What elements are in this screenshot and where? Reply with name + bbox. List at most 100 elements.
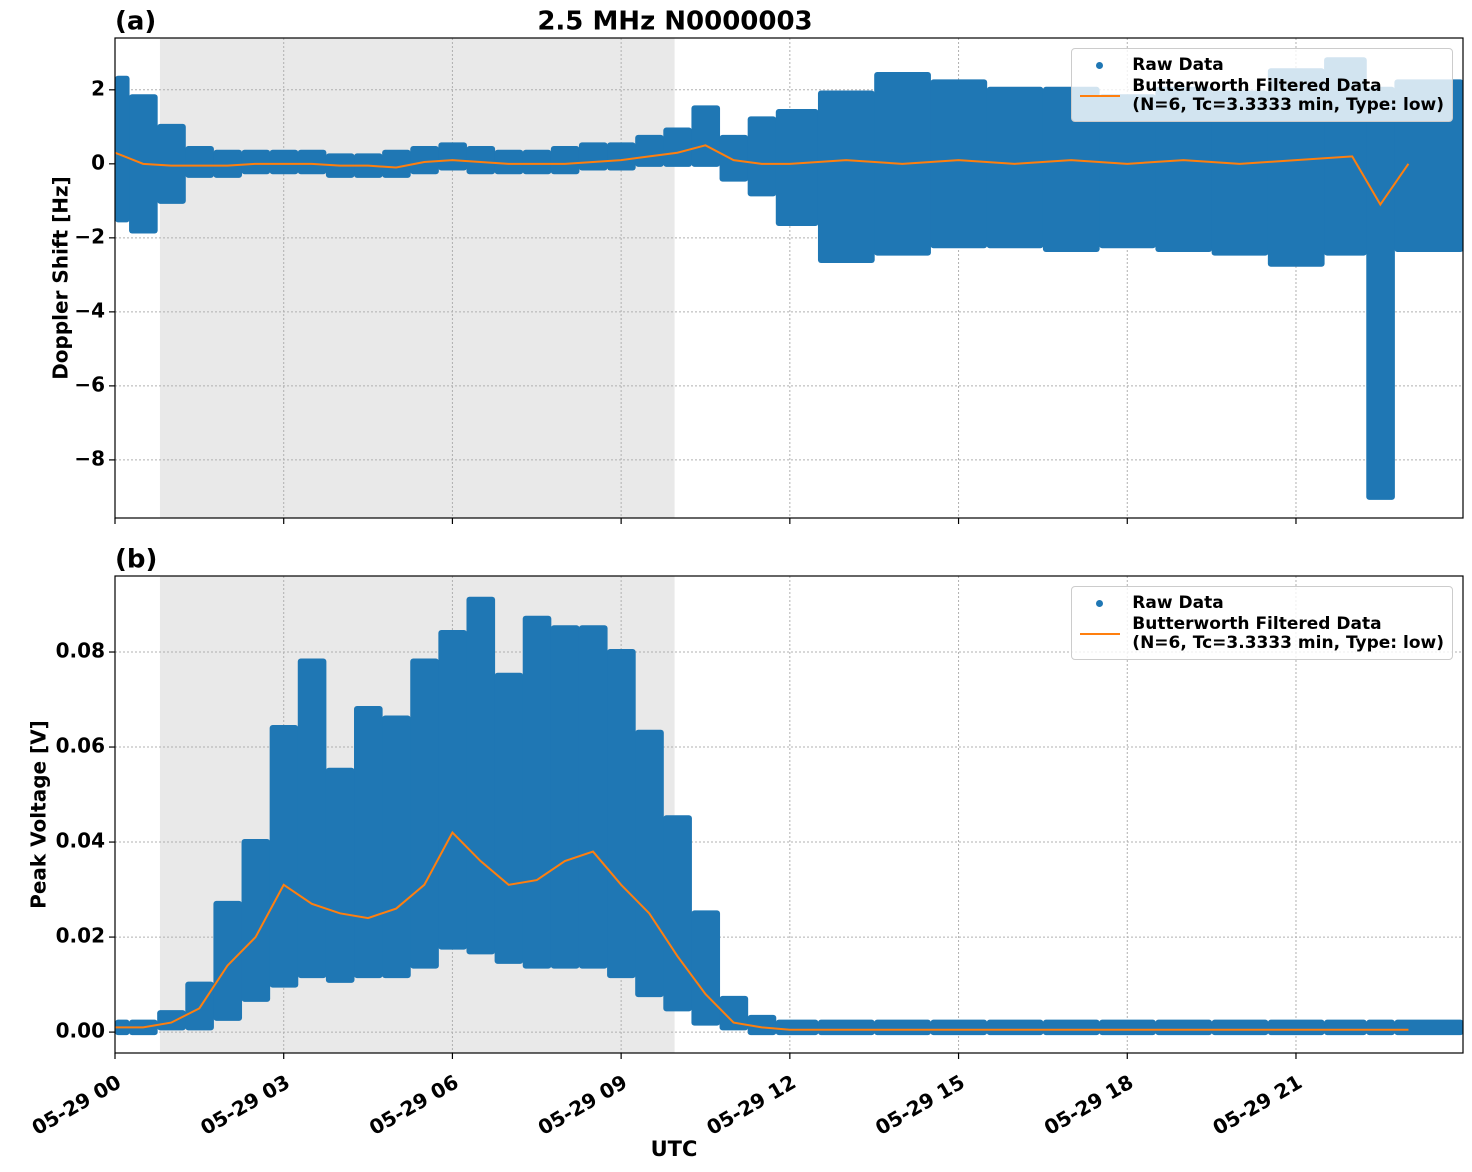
- raw-data-band: [157, 123, 186, 204]
- axes-frame: [114, 575, 1464, 1054]
- legend-key: [1080, 593, 1120, 613]
- raw-data-band: [1099, 94, 1156, 249]
- raw-data-band: [691, 910, 721, 1026]
- raw-data-band: [438, 630, 467, 950]
- raw-data-band: [1267, 1019, 1325, 1036]
- legend-label: Butterworth Filtered Data (N=6, Tc=3.333…: [1132, 76, 1444, 115]
- raw-data-band: [1155, 1019, 1213, 1036]
- raw-data-band: [269, 149, 299, 175]
- raw-data-band: [817, 90, 875, 264]
- raw-data-band: [747, 116, 777, 197]
- raw-data-band: [817, 1019, 875, 1036]
- legend-entry: Raw Data: [1080, 593, 1444, 613]
- legend-label: Butterworth Filtered Data (N=6, Tc=3.333…: [1132, 614, 1444, 653]
- panel-label: (a): [115, 7, 156, 37]
- legend: Raw Data Butterworth Filtered Data (N=6, …: [1071, 586, 1453, 660]
- raw-data-band: [1042, 86, 1100, 252]
- raw-data-band: [1394, 79, 1464, 252]
- raw-data-band: [635, 134, 664, 167]
- y-tick-label: 0: [91, 150, 105, 174]
- raw-data-band: [410, 146, 439, 175]
- filtered-line: [115, 830, 1409, 1031]
- y-tick-label: 0.00: [56, 1019, 105, 1043]
- raw-data-band: [578, 142, 608, 171]
- raw-data-band: [354, 706, 383, 979]
- legend-label: Raw Data: [1132, 592, 1224, 613]
- legend-entry: Raw Data: [1080, 55, 1444, 75]
- raw-data-band: [466, 146, 496, 175]
- raw-data-band: [382, 715, 411, 979]
- shaded-span: [159, 38, 675, 518]
- legend-key: [1080, 86, 1121, 106]
- raw-data-band: [719, 995, 749, 1031]
- y-tick-label: 0.02: [56, 924, 105, 948]
- raw-data-band: [1366, 86, 1395, 500]
- axes-frame: [114, 37, 1464, 519]
- x-tick-label: 05-29 15: [871, 1070, 969, 1140]
- raw-data-band: [1211, 1019, 1269, 1036]
- raw-data-band: [874, 1019, 931, 1036]
- raw-data-band: [241, 839, 271, 1002]
- raw-data-band: [494, 149, 524, 175]
- legend-entry: Butterworth Filtered Data (N=6, Tc=3.333…: [1080, 77, 1444, 115]
- raw-data-band: [269, 725, 299, 988]
- raw-data-band: [775, 1019, 819, 1036]
- raw-data-band: [550, 625, 580, 969]
- panel-label: (b): [115, 545, 157, 575]
- raw-data-band: [115, 75, 130, 223]
- y-tick-label: 0.08: [56, 639, 105, 663]
- raw-data-band: [1324, 1019, 1367, 1036]
- y-axis-label: Peak Voltage [V]: [27, 720, 51, 909]
- raw-data-band: [494, 672, 524, 964]
- raw-data-band: [1366, 1019, 1395, 1036]
- raw-data-band: [213, 149, 243, 178]
- raw-data-band: [185, 146, 214, 178]
- raw-data-band: [466, 596, 496, 955]
- x-tick-label: 05-29 06: [365, 1070, 463, 1140]
- legend-symbol: [1080, 633, 1121, 635]
- raw-data-band: [930, 1019, 988, 1036]
- raw-data-band: [635, 729, 664, 998]
- raw-data-band: [410, 658, 439, 969]
- raw-data-band: [241, 149, 271, 175]
- y-tick-label: 0.06: [56, 734, 105, 758]
- legend-symbol: [1096, 600, 1104, 607]
- x-tick-label: 05-29 18: [1040, 1070, 1138, 1140]
- raw-data-band: [607, 142, 636, 171]
- raw-data-band: [663, 127, 692, 167]
- raw-data-band: [986, 86, 1044, 249]
- x-tick-label: 05-29 09: [534, 1070, 632, 1140]
- y-tick-label: −4: [74, 298, 105, 322]
- raw-data-band: [382, 149, 411, 178]
- raw-data-band: [747, 1014, 777, 1036]
- raw-data-band: [185, 981, 214, 1031]
- raw-data-band: [157, 1010, 186, 1031]
- x-tick-label: 05-29 12: [702, 1070, 800, 1140]
- raw-data-band: [578, 625, 608, 969]
- raw-data-band: [213, 900, 243, 1021]
- y-tick-label: −2: [74, 224, 105, 248]
- legend-label: Raw Data: [1132, 54, 1224, 75]
- raw-data-band: [691, 105, 721, 167]
- legend: Raw Data Butterworth Filtered Data (N=6, …: [1071, 48, 1453, 122]
- y-tick-label: 0.04: [56, 829, 105, 853]
- raw-data-band: [297, 658, 327, 979]
- x-tick-label: 05-29 03: [196, 1070, 294, 1140]
- raw-data-band: [930, 79, 988, 249]
- y-tick-label: −6: [74, 372, 105, 396]
- chart-title: 2.5 MHz N0000003: [537, 7, 812, 37]
- raw-data-band: [719, 134, 749, 182]
- raw-data-band: [986, 1019, 1044, 1036]
- filtered-line: [114, 144, 1410, 207]
- raw-data-band: [775, 109, 819, 227]
- raw-data-band: [1155, 86, 1213, 252]
- legend-key: [1080, 55, 1120, 75]
- y-axis-label: Doppler Shift [Hz]: [49, 176, 73, 380]
- raw-data-band: [1394, 1019, 1464, 1036]
- legend-key: [1080, 624, 1121, 644]
- y-tick-label: 2: [91, 76, 105, 100]
- raw-data-band: [1099, 1019, 1156, 1036]
- raw-data-band: [325, 767, 355, 983]
